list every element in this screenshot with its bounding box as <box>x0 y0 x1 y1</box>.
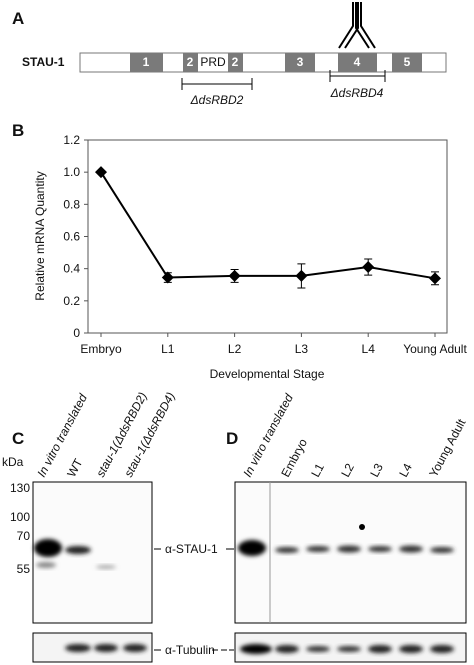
band <box>96 565 116 569</box>
deletion-label: ΔdsRBD4 <box>330 86 384 100</box>
exon <box>228 53 243 72</box>
band <box>430 645 454 653</box>
exon-label: 2 <box>232 55 239 69</box>
line <box>100 171 436 280</box>
band <box>123 644 147 652</box>
marker-label: 55 <box>17 562 31 576</box>
x-tick-label: L4 <box>362 342 376 356</box>
deletion-bracket <box>329 70 386 82</box>
exon-label: 5 <box>404 55 411 69</box>
lane-label: Embryo <box>278 436 310 479</box>
panel-label: B <box>12 121 24 140</box>
band <box>275 547 299 553</box>
lane-label: Young Adult <box>426 416 469 479</box>
exon-label: 3 <box>297 55 304 69</box>
band <box>275 645 299 653</box>
band <box>399 645 423 653</box>
exon <box>130 53 163 72</box>
band <box>240 644 272 654</box>
lane-label: L1 <box>308 461 327 480</box>
band <box>65 644 91 652</box>
marker <box>362 261 375 274</box>
x-tick-label: Embryo <box>80 342 122 356</box>
marker <box>228 269 241 282</box>
marker-label: 130 <box>10 481 30 495</box>
band <box>238 540 266 556</box>
antibody-label: α-Tubulin <box>165 643 215 657</box>
lane-label: WT <box>64 456 85 480</box>
y-tick-label: 1.2 <box>63 133 80 147</box>
lane-label: L4 <box>396 461 415 480</box>
y-axis-label: Relative mRNA Quantity <box>33 171 47 300</box>
exon-label: 4 <box>354 55 361 69</box>
blot <box>234 481 467 624</box>
marker-unit: kDa <box>2 455 24 469</box>
y-tick-label: 0.4 <box>63 262 80 276</box>
band <box>368 546 392 552</box>
band <box>306 546 330 552</box>
y-tick-label: 0.8 <box>63 197 80 211</box>
x-tick-label: Young Adult <box>403 342 467 356</box>
lane-label: L2 <box>338 461 357 480</box>
panel-label: D <box>226 429 238 448</box>
deletion-bracket <box>181 78 253 90</box>
y-tick-label: 1.0 <box>63 165 80 179</box>
marker-label: 100 <box>10 510 30 524</box>
antibody-icon <box>338 2 376 49</box>
exon <box>183 53 198 72</box>
marker <box>161 271 174 284</box>
exon <box>392 53 422 72</box>
marker <box>295 269 308 282</box>
lane-label: L3 <box>367 461 386 480</box>
band <box>337 646 361 652</box>
deletion-label: ΔdsRBD2 <box>190 93 244 107</box>
band <box>65 546 91 554</box>
band <box>34 539 62 557</box>
band <box>306 646 330 652</box>
exon <box>285 53 315 72</box>
antibody-label: α-STAU-1 <box>165 542 218 556</box>
exon-label: 1 <box>143 55 150 69</box>
spot <box>359 524 365 530</box>
y-tick-label: 0 <box>73 326 80 340</box>
exon-label: PRD <box>200 55 226 69</box>
marker-label: 70 <box>17 529 31 543</box>
band <box>368 645 392 653</box>
band <box>337 545 361 553</box>
band <box>399 545 423 553</box>
line-chart: Developmental Stage Relative mRNA Quanti… <box>33 133 467 381</box>
panel-label: C <box>12 429 24 448</box>
y-tick-label: 0.2 <box>63 294 80 308</box>
marker <box>429 272 441 285</box>
x-tick-label: L3 <box>295 342 309 356</box>
panel-label: A <box>12 9 24 28</box>
x-tick-label: L1 <box>161 342 175 356</box>
band <box>430 547 454 553</box>
marker <box>95 166 107 179</box>
x-tick-label: L2 <box>228 342 242 356</box>
band <box>36 562 56 568</box>
exon-label: 2 <box>187 55 194 69</box>
gene-name: STAU-1 <box>22 55 65 69</box>
y-tick-label: 0.6 <box>63 230 80 244</box>
exon <box>338 53 377 72</box>
x-axis-label: Developmental Stage <box>210 367 325 381</box>
band <box>94 644 118 652</box>
